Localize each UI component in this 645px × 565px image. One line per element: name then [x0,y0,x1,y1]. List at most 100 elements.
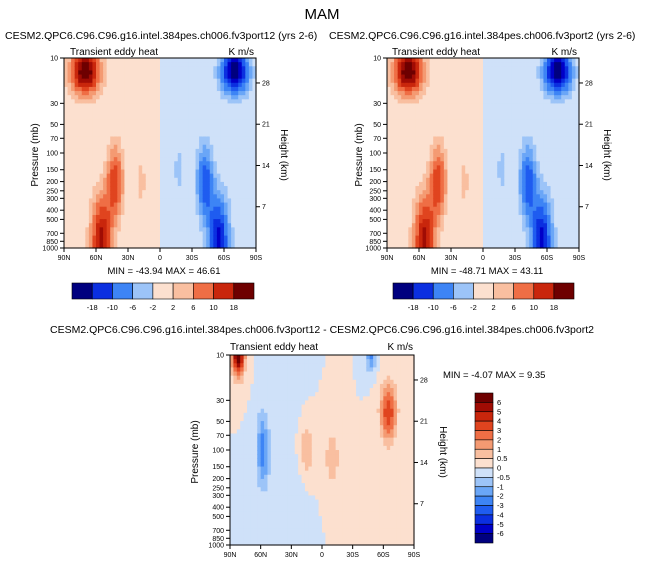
p2-field-cell [507,70,513,76]
p1-ytick-right-label: 7 [262,204,266,211]
p1-field-cell [202,173,207,179]
p1-field-cell [152,202,158,208]
p2-field-cell [518,58,523,63]
p2-field-cell [465,177,470,183]
p1-field-cell [120,91,126,96]
p2-field-cell [557,103,562,109]
p2-field-cell [419,239,424,245]
p1-field-cell [88,124,94,129]
p1-field-cell [74,235,79,241]
p2-field-cell [532,144,537,150]
p1-field-cell [64,128,69,133]
p2-field-cell [454,219,459,224]
p2-field-cell [426,227,431,233]
p1-field-cell [71,66,76,71]
p1-field-cell [88,148,94,154]
p1-field-cell [163,235,168,241]
p1-field-cell [213,173,218,179]
p2-field-cell [497,153,502,158]
p1-field-cell [120,74,126,80]
p1-field-cell [220,153,225,158]
p2-field-cell [394,223,399,228]
p2-field-cell [419,78,424,84]
p1-field-cell [188,186,193,191]
p1-field-cell [92,82,97,88]
p2-field-cell [458,231,463,237]
p2-field-cell [525,107,530,113]
p1-stats: MIN = -43.94 MAX = 46.61 [107,266,220,277]
p1-field-cell [163,194,168,200]
p1-field-cell [199,235,204,241]
p1-field-cell [99,74,104,80]
p1-field-cell [113,132,118,138]
p2-field-cell [451,99,456,105]
p1-field-cell [138,219,143,224]
p2-field-cell [401,227,406,233]
p2-field-cell [440,132,445,138]
p2-field-cell [507,62,513,67]
p1-field-cell [181,103,186,109]
p1-field-cell [184,235,190,241]
p1-field-cell [245,86,250,92]
p2-field-cell [543,148,548,154]
p2-field-cell [518,181,523,187]
p2-field-cell [390,186,395,191]
p1-field-cell [145,219,150,224]
p2-field-cell [550,186,555,191]
p2-field-cell [426,78,431,84]
p2-field-cell [532,219,537,224]
p1-field-cell [124,165,129,171]
p1-field-cell [216,202,222,208]
p1-field-cell [195,119,200,125]
p1-field-cell [199,74,204,80]
p2-field-cell [483,136,488,142]
p2-field-cell [447,181,452,187]
p1-field-cell [149,243,154,249]
p2-field-cell [451,223,456,228]
p2-field-cell [458,103,463,109]
p2-field-cell [433,111,438,117]
p2-field-cell [536,210,541,216]
p2-field-cell [568,243,573,249]
p1-field-cell [195,140,200,146]
p2-field-cell [461,78,466,84]
p1-field-cell [78,202,83,208]
p2-field-cell [429,194,434,200]
p2-field-cell [525,161,530,166]
p1-field-cell [202,136,207,142]
p2-field-cell [390,194,395,200]
p1-field-cell [78,91,83,96]
p1-field-cell [224,202,229,208]
p2-field-cell [415,161,420,166]
p2-field-cell [415,210,420,216]
p1-field-cell [117,107,122,113]
p2-field-cell [422,132,427,138]
p1-field-cell [138,243,143,249]
p2-field-cell [394,95,399,100]
p2-field-cell [507,78,513,84]
p1-field-cell [67,239,72,245]
p2-field-cell [564,82,569,88]
p1-field-cell [209,119,214,125]
p2-field-cell [451,107,456,113]
p2-field-cell [475,235,481,241]
p2-field-cell [451,206,456,212]
p2-field-cell [497,66,502,71]
p1-field-cell [195,99,200,105]
p2-field-cell [458,173,463,179]
p1-field-cell [181,198,186,204]
p1-field-cell [241,227,246,233]
p2-field-cell [490,66,495,71]
p1-field-cell [234,148,239,154]
p1-field-cell [209,136,214,142]
p2-field-cell [472,235,477,241]
p2-field-cell [458,227,463,233]
p1-field-cell [199,99,204,105]
p2-field-cell [532,58,537,63]
p2-field-cell [472,58,477,63]
p2-field-cell [511,157,516,162]
p2-field-cell [497,115,502,121]
p1-field-cell [216,107,222,113]
p1-field-cell [145,169,150,175]
p2-field-cell [518,128,523,133]
